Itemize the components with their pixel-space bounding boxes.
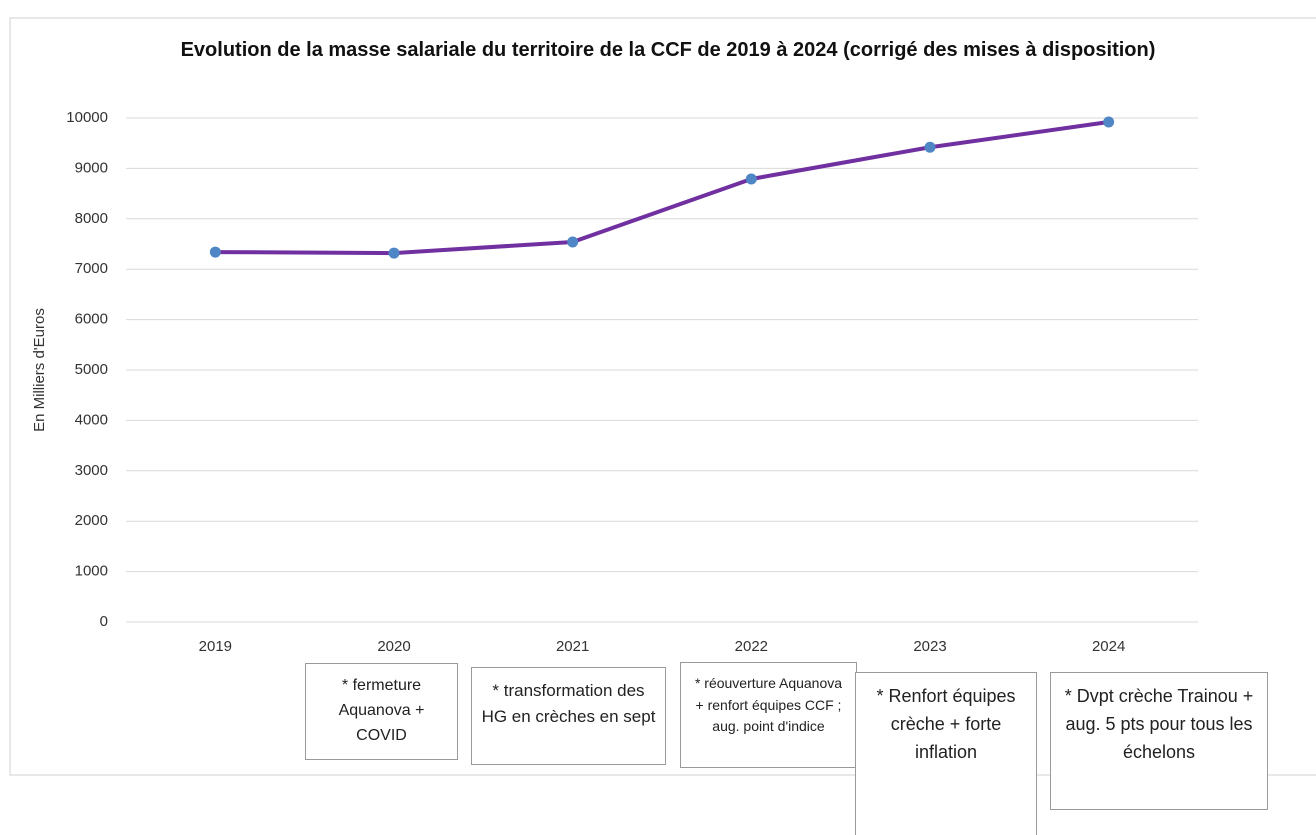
x-tick-label: 2020 (377, 638, 410, 655)
marker (1103, 116, 1115, 128)
y-tick-label: 8000 (75, 210, 108, 227)
y-tick-label: 4000 (75, 411, 108, 428)
y-tick-label: 6000 (75, 311, 108, 328)
marker (567, 236, 579, 248)
marker (924, 141, 936, 153)
chart-title: Evolution de la masse salariale du terri… (180, 39, 1156, 61)
y-tick-label: 7000 (75, 260, 108, 277)
y-tick-label: 2000 (75, 512, 108, 529)
marker (209, 246, 221, 258)
annotation: * transformation des HG en crèches en se… (471, 667, 666, 765)
annotation: * Dvpt crèche Trainou + aug. 5 pts pour … (1050, 672, 1268, 810)
marker (388, 247, 400, 259)
marker (745, 173, 757, 185)
x-tick-label: 2023 (913, 638, 946, 655)
x-tick-label: 2021 (556, 638, 589, 655)
x-tick-label: 2024 (1092, 638, 1125, 655)
x-tick-label: 2019 (199, 638, 232, 655)
y-tick-label: 10000 (66, 109, 108, 126)
line (215, 120, 1109, 256)
x-tick-label: 2022 (735, 638, 768, 655)
y-tick-label: 0 (100, 613, 108, 630)
y-tick-label: 3000 (75, 462, 108, 479)
y-tick-label: 9000 (75, 159, 108, 176)
y-tick-label: 5000 (75, 361, 108, 378)
y-tick-label: 1000 (75, 563, 108, 580)
y-axis-label: En Milliers d'Euros (31, 308, 48, 432)
chart-frame (9, 17, 1316, 776)
annotation: * réouverture Aquanova + renfort équipes… (680, 662, 857, 768)
annotation: * fermeture Aquanova + COVID (305, 663, 458, 760)
annotation: * Renfort équipes crèche + forte inflati… (855, 672, 1037, 835)
